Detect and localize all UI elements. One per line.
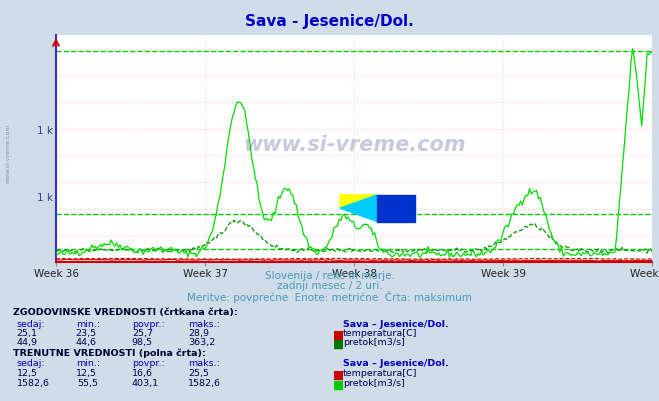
Polygon shape — [340, 195, 378, 222]
Text: TRENUTNE VREDNOSTI (polna črta):: TRENUTNE VREDNOSTI (polna črta): — [13, 348, 206, 357]
Polygon shape — [340, 195, 378, 209]
Text: 12,5: 12,5 — [16, 368, 38, 377]
Text: www.si-vreme.com: www.si-vreme.com — [6, 123, 11, 182]
Text: www.si-vreme.com: www.si-vreme.com — [243, 135, 465, 155]
Text: 28,9: 28,9 — [188, 328, 209, 337]
Text: 25,1: 25,1 — [16, 328, 38, 337]
Text: 98,5: 98,5 — [132, 337, 153, 346]
Text: pretok[m3/s]: pretok[m3/s] — [343, 378, 405, 387]
Text: min.:: min.: — [76, 319, 100, 328]
Text: sedaj:: sedaj: — [16, 319, 45, 328]
Text: ■: ■ — [333, 328, 344, 341]
Text: ■: ■ — [333, 337, 344, 350]
Text: 23,5: 23,5 — [76, 328, 97, 337]
Polygon shape — [378, 195, 415, 222]
Text: Meritve: povprečne  Enote: metrične  Črta: maksimum: Meritve: povprečne Enote: metrične Črta:… — [187, 291, 472, 303]
Text: povpr.:: povpr.: — [132, 319, 165, 328]
Text: 363,2: 363,2 — [188, 337, 215, 346]
Text: temperatura[C]: temperatura[C] — [343, 368, 417, 377]
Text: min.:: min.: — [76, 358, 100, 367]
Text: 44,6: 44,6 — [76, 337, 97, 346]
Text: 16,6: 16,6 — [132, 368, 153, 377]
Text: ■: ■ — [333, 378, 344, 391]
Text: 1582,6: 1582,6 — [16, 378, 49, 387]
Text: 1582,6: 1582,6 — [188, 378, 221, 387]
Text: 403,1: 403,1 — [132, 378, 159, 387]
Text: Sava – Jesenice/Dol.: Sava – Jesenice/Dol. — [343, 319, 448, 328]
Text: ZGODOVINSKE VREDNOSTI (črtkana črta):: ZGODOVINSKE VREDNOSTI (črtkana črta): — [13, 307, 238, 316]
Text: maks.:: maks.: — [188, 319, 219, 328]
Text: Sava - Jesenice/Dol.: Sava - Jesenice/Dol. — [245, 14, 414, 29]
Text: maks.:: maks.: — [188, 358, 219, 367]
Text: zadnji mesec / 2 uri.: zadnji mesec / 2 uri. — [277, 281, 382, 291]
Text: ■: ■ — [333, 368, 344, 381]
Text: 44,9: 44,9 — [16, 337, 38, 346]
Text: 12,5: 12,5 — [76, 368, 97, 377]
Text: povpr.:: povpr.: — [132, 358, 165, 367]
Text: Sava – Jesenice/Dol.: Sava – Jesenice/Dol. — [343, 358, 448, 367]
Text: 55,5: 55,5 — [78, 378, 99, 387]
Text: pretok[m3/s]: pretok[m3/s] — [343, 337, 405, 346]
Text: sedaj:: sedaj: — [16, 358, 45, 367]
Text: 25,5: 25,5 — [188, 368, 209, 377]
Text: Slovenija / reke in morje.: Slovenija / reke in morje. — [264, 271, 395, 281]
Text: 25,7: 25,7 — [132, 328, 153, 337]
Text: temperatura[C]: temperatura[C] — [343, 328, 417, 337]
